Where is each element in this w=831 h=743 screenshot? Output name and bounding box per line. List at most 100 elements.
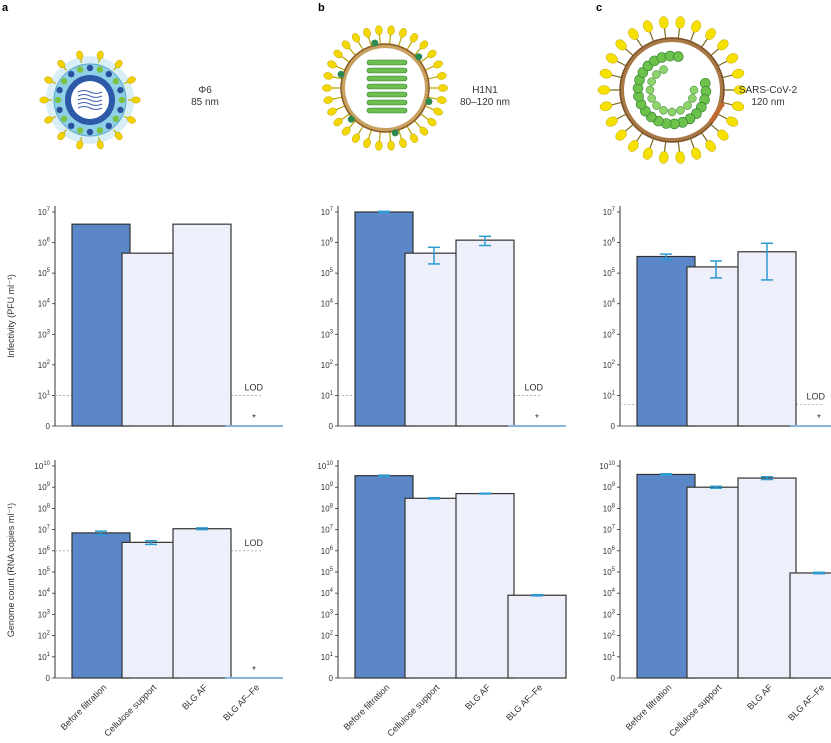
error-bar-blg-af [761, 242, 773, 281]
y-tick-label: 1010 [317, 461, 333, 471]
virus-size-h1n1: 80–120 nm [460, 97, 510, 108]
y-axis-label-infectivity: Infectivity (PFU ml⁻¹) [6, 274, 16, 358]
y-tick-label: 101 [321, 652, 334, 662]
h1n1-virus-illustration [322, 25, 448, 151]
significance-asterisk: * [535, 413, 539, 424]
y-tick-label: 108 [321, 503, 334, 513]
y-tick-label: 103 [603, 329, 616, 339]
chart-a-infectivity: 0 101 102 103 104 105 106 107 LOD * [38, 206, 283, 431]
bar-blg-af-fe [507, 594, 567, 679]
y-tick-label: 105 [321, 268, 334, 278]
lod-label: LOD [806, 392, 825, 402]
virus-name-sars-cov-2: SARS-CoV-2 [739, 85, 798, 96]
category-label-blg-af: BLG AF [180, 682, 210, 712]
y-tick-label: 104 [603, 299, 616, 309]
error-bar-blg-af-fe [813, 571, 825, 575]
significance-asterisk: * [252, 665, 256, 676]
y-tick-label: 0 [46, 422, 51, 431]
y-tick-label: 0 [329, 674, 334, 683]
error-bar-cellulose-support [428, 496, 440, 500]
error-bar-blg-af [196, 527, 208, 531]
phi6-virus-illustration [39, 50, 141, 150]
lod-label: LOD [244, 382, 263, 392]
category-label-cellulose-support: Cellulose support [385, 682, 442, 739]
y-tick-label: 103 [321, 329, 334, 339]
bar-before-filtration [354, 211, 414, 427]
y-tick-label: 109 [321, 482, 334, 492]
y-tick-label: 101 [603, 390, 616, 400]
bar-cellulose-support [686, 486, 746, 679]
bar-before-filtration [636, 473, 696, 679]
bar-cellulose-support [121, 252, 181, 427]
y-tick-label: 106 [603, 546, 616, 556]
y-tick-label: 109 [38, 482, 51, 492]
error-bar-blg-af-fe [531, 593, 543, 597]
lod-label: LOD [524, 382, 543, 392]
y-tick-label: 104 [321, 588, 334, 598]
y-tick-label: 102 [603, 360, 616, 370]
chart-b-genome: 0 101 102 103 104 105 106 107 108 109 1010 Before f… [317, 460, 567, 739]
error-bar-cellulose-support [710, 260, 722, 279]
y-tick-label: 107 [38, 525, 51, 535]
y-tick-label: 101 [603, 652, 616, 662]
error-bar-cellulose-support [428, 246, 440, 265]
category-label-blg-af: BLG AF [745, 682, 775, 712]
category-label-blg-af-fe: BLG AF–Fe [786, 682, 826, 722]
error-bar-before-filtration [660, 253, 672, 261]
y-tick-label: 0 [329, 422, 334, 431]
y-tick-label: 105 [321, 567, 334, 577]
y-tick-label: 107 [603, 207, 616, 217]
sars-cov-2-virus-illustration [597, 16, 747, 164]
bar-blg-af [737, 251, 797, 427]
bar-blg-af-fe [789, 572, 831, 679]
y-tick-label: 107 [321, 207, 334, 217]
y-tick-label: 1010 [34, 461, 50, 471]
error-bar-blg-af [761, 476, 773, 481]
bar-blg-af [455, 239, 515, 427]
y-tick-label: 1010 [599, 461, 615, 471]
category-label-before-filtration: Before filtration [624, 682, 674, 732]
y-tick-label: 101 [321, 390, 334, 400]
significance-asterisk: * [817, 413, 821, 424]
error-bar-before-filtration [95, 530, 107, 536]
bar-blg-af [737, 477, 797, 679]
bar-blg-af [172, 223, 232, 427]
error-bar-before-filtration [660, 473, 672, 476]
y-tick-label: 102 [321, 631, 334, 641]
y-tick-label: 101 [38, 652, 51, 662]
bar-cellulose-support [121, 541, 181, 679]
bar-charts: 0 101 102 103 104 105 106 107 LOD * 0 101 102 103 104 1… [34, 206, 831, 739]
y-tick-label: 103 [321, 609, 334, 619]
panel-letter-c: c [596, 2, 602, 14]
virus-size-sars-cov-2: 120 nm [751, 97, 784, 108]
y-tick-label: 105 [603, 268, 616, 278]
y-tick-label: 103 [38, 609, 51, 619]
error-bar-blg-af [479, 492, 491, 495]
y-tick-label: 106 [321, 546, 334, 556]
bar-cellulose-support [686, 266, 746, 427]
chart-a-genome: 0 101 102 103 104 105 106 107 108 109 1010 LOD * Befo… [34, 460, 283, 739]
y-tick-label: 107 [603, 525, 616, 535]
bar-before-filtration [71, 532, 131, 679]
bar-cellulose-support [404, 252, 464, 427]
error-bar-before-filtration [378, 474, 390, 477]
y-tick-label: 104 [38, 588, 51, 598]
y-tick-label: 104 [38, 299, 51, 309]
chart-c-infectivity: 0 101 102 103 104 105 106 107 LOD * [603, 206, 831, 431]
category-label-blg-af-fe: BLG AF–Fe [504, 682, 544, 722]
y-tick-label: 104 [603, 588, 616, 598]
y-tick-label: 108 [603, 503, 616, 513]
bar-cellulose-support [404, 497, 464, 679]
y-tick-label: 103 [603, 609, 616, 619]
y-tick-label: 102 [321, 360, 334, 370]
chart-c-genome: 0 101 102 103 104 105 106 107 108 109 1010 Before f… [599, 460, 831, 739]
category-label-blg-af-fe: BLG AF–Fe [221, 682, 261, 722]
y-tick-label: 101 [38, 390, 51, 400]
chart-b-infectivity: 0 101 102 103 104 105 106 107 LOD * [321, 206, 566, 431]
y-tick-label: 106 [38, 546, 51, 556]
y-tick-label: 104 [321, 299, 334, 309]
bar-before-filtration [636, 255, 696, 427]
error-bar-blg-af [479, 235, 491, 247]
panel-letter-b: b [318, 2, 325, 14]
